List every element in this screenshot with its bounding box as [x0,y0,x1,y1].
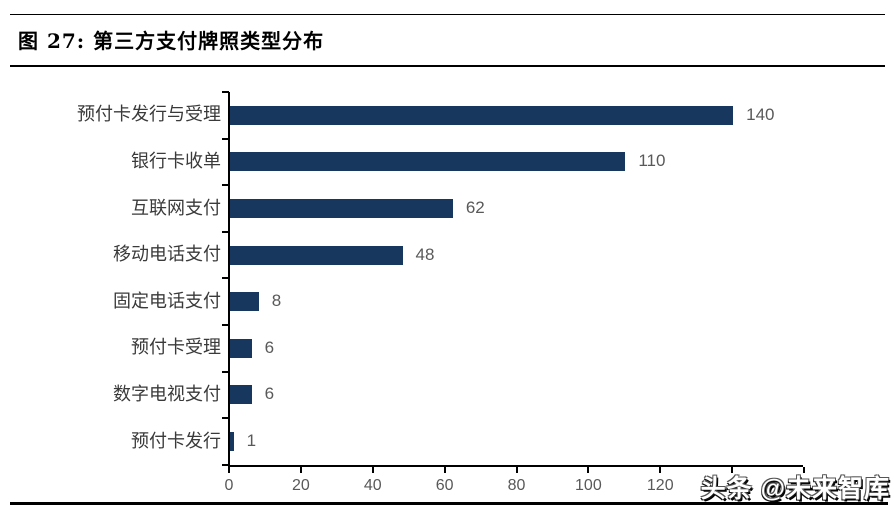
category-label: 预付卡发行与受理 [77,104,221,126]
bar [230,292,259,312]
bar [230,432,234,451]
bar-value-label: 8 [271,291,282,311]
bar-value-label: 62 [465,198,485,217]
y-axis-tick [222,184,229,187]
category-label: 预付卡受理 [131,337,221,359]
x-axis-tick [299,467,302,473]
x-axis-tick [515,467,518,473]
category-label: 银行卡收单 [131,150,221,172]
x-axis-tick [659,467,662,473]
x-tick-label: 120 [646,477,674,494]
category-label: 移动电话支付 [113,244,221,266]
figure-title: 图 27: 第三方支付牌照类型分布 [18,29,325,53]
x-axis-tick [731,467,734,473]
y-axis-tick [222,137,229,140]
bar [230,245,403,265]
y-axis-tick [222,417,229,420]
category-label: 数字电视支付 [113,383,221,405]
title-top-rule [10,14,885,15]
x-tick-label: 60 [435,477,454,494]
y-axis-tick [222,277,229,280]
bar [230,152,626,172]
x-tick-label: 80 [507,477,526,494]
y-axis-line [228,92,230,467]
title-bottom-rule [10,65,885,67]
x-tick-label: 0 [224,477,234,494]
bar-value-label: 48 [415,244,435,264]
x-axis-tick [443,467,446,473]
bar-value-label: 6 [264,337,275,357]
y-axis-tick [222,230,229,233]
watermark: 头条 @未来智库 [700,475,890,503]
y-axis-tick [222,463,229,466]
bar-value-label: 1 [246,431,257,450]
x-tick-label: 20 [291,477,310,494]
bar-value-label: 110 [638,151,666,171]
y-axis-tick [222,324,229,326]
bar-value-label: 6 [264,384,275,404]
bar [230,199,453,218]
figure-bottom-rule [10,502,888,505]
x-tick-label: 40 [363,477,382,494]
category-label: 固定电话支付 [113,290,221,312]
bar [230,105,734,125]
x-tick-label: 100 [575,477,602,494]
bar-value-label: 140 [746,104,775,124]
category-label: 互联网支付 [131,197,221,219]
y-axis-tick [222,370,229,373]
x-axis-line [228,465,803,467]
category-label: 预付卡发行 [131,430,221,452]
x-axis-tick [371,467,374,473]
bar [230,338,252,358]
x-axis-tick [587,467,590,473]
bar [230,385,252,405]
y-axis-tick [222,91,229,93]
x-axis-tick [803,467,805,473]
x-axis-tick [228,467,230,473]
